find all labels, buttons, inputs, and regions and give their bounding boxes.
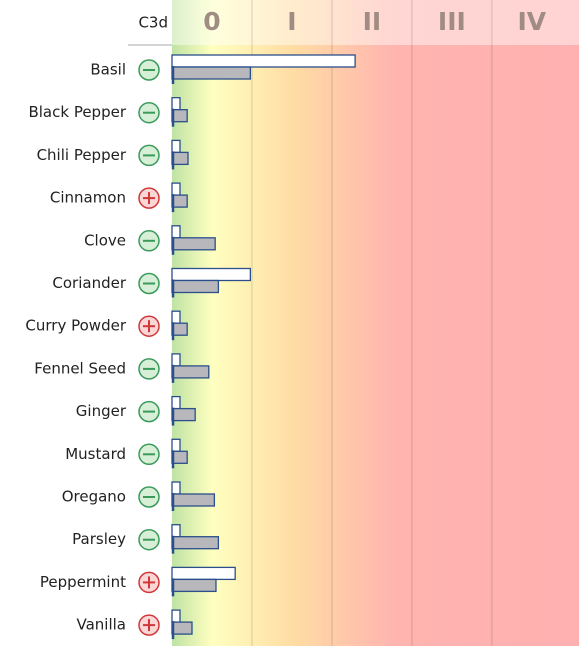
- bar: [171, 182, 181, 196]
- class-label: III: [438, 7, 466, 36]
- category-label: Black Pepper: [28, 103, 126, 121]
- bar: [171, 139, 181, 154]
- bar: [171, 536, 220, 550]
- bar: [171, 279, 220, 294]
- category-label: Peppermint: [40, 573, 126, 591]
- header-label: C3d: [138, 14, 168, 32]
- bar: [171, 310, 181, 324]
- bar: [171, 481, 181, 495]
- category-label: Clove: [84, 231, 126, 249]
- category-label: Oregano: [62, 488, 126, 506]
- class-label: IV: [517, 7, 546, 36]
- category-label: Ginger: [76, 402, 127, 420]
- category-label: Parsley: [72, 530, 126, 548]
- category-label: Mustard: [65, 445, 126, 463]
- category-label: Fennel Seed: [34, 359, 126, 377]
- bar: [171, 407, 196, 422]
- bar: [171, 353, 181, 367]
- class-label: 0: [203, 7, 220, 36]
- bar: [171, 194, 188, 208]
- category-label: Curry Powder: [25, 317, 126, 335]
- class-label: I: [287, 7, 296, 36]
- bar: [171, 365, 210, 379]
- bar: [171, 609, 181, 623]
- category-label: Chili Pepper: [37, 146, 127, 164]
- category-label: Basil: [90, 61, 126, 79]
- bar: [171, 267, 252, 282]
- header-band: [172, 0, 579, 45]
- plot-background: [172, 0, 579, 646]
- class-label: II: [363, 7, 382, 36]
- bar: [171, 493, 216, 507]
- category-label: Cinnamon: [50, 189, 126, 207]
- bar: [171, 621, 193, 635]
- bar: [171, 66, 252, 80]
- bar: [171, 395, 181, 410]
- bar: [171, 151, 189, 166]
- bar: [171, 54, 356, 68]
- bar: [171, 97, 181, 111]
- bar: [171, 566, 236, 581]
- bar: [171, 109, 188, 123]
- bar: [171, 438, 181, 452]
- bar: [171, 524, 181, 538]
- category-label: Vanilla: [77, 616, 127, 634]
- bar: [171, 237, 216, 251]
- bar: [171, 578, 217, 593]
- bar: [171, 225, 181, 239]
- bar: [171, 322, 188, 336]
- bar: [171, 450, 188, 464]
- category-label: Coriander: [52, 274, 126, 292]
